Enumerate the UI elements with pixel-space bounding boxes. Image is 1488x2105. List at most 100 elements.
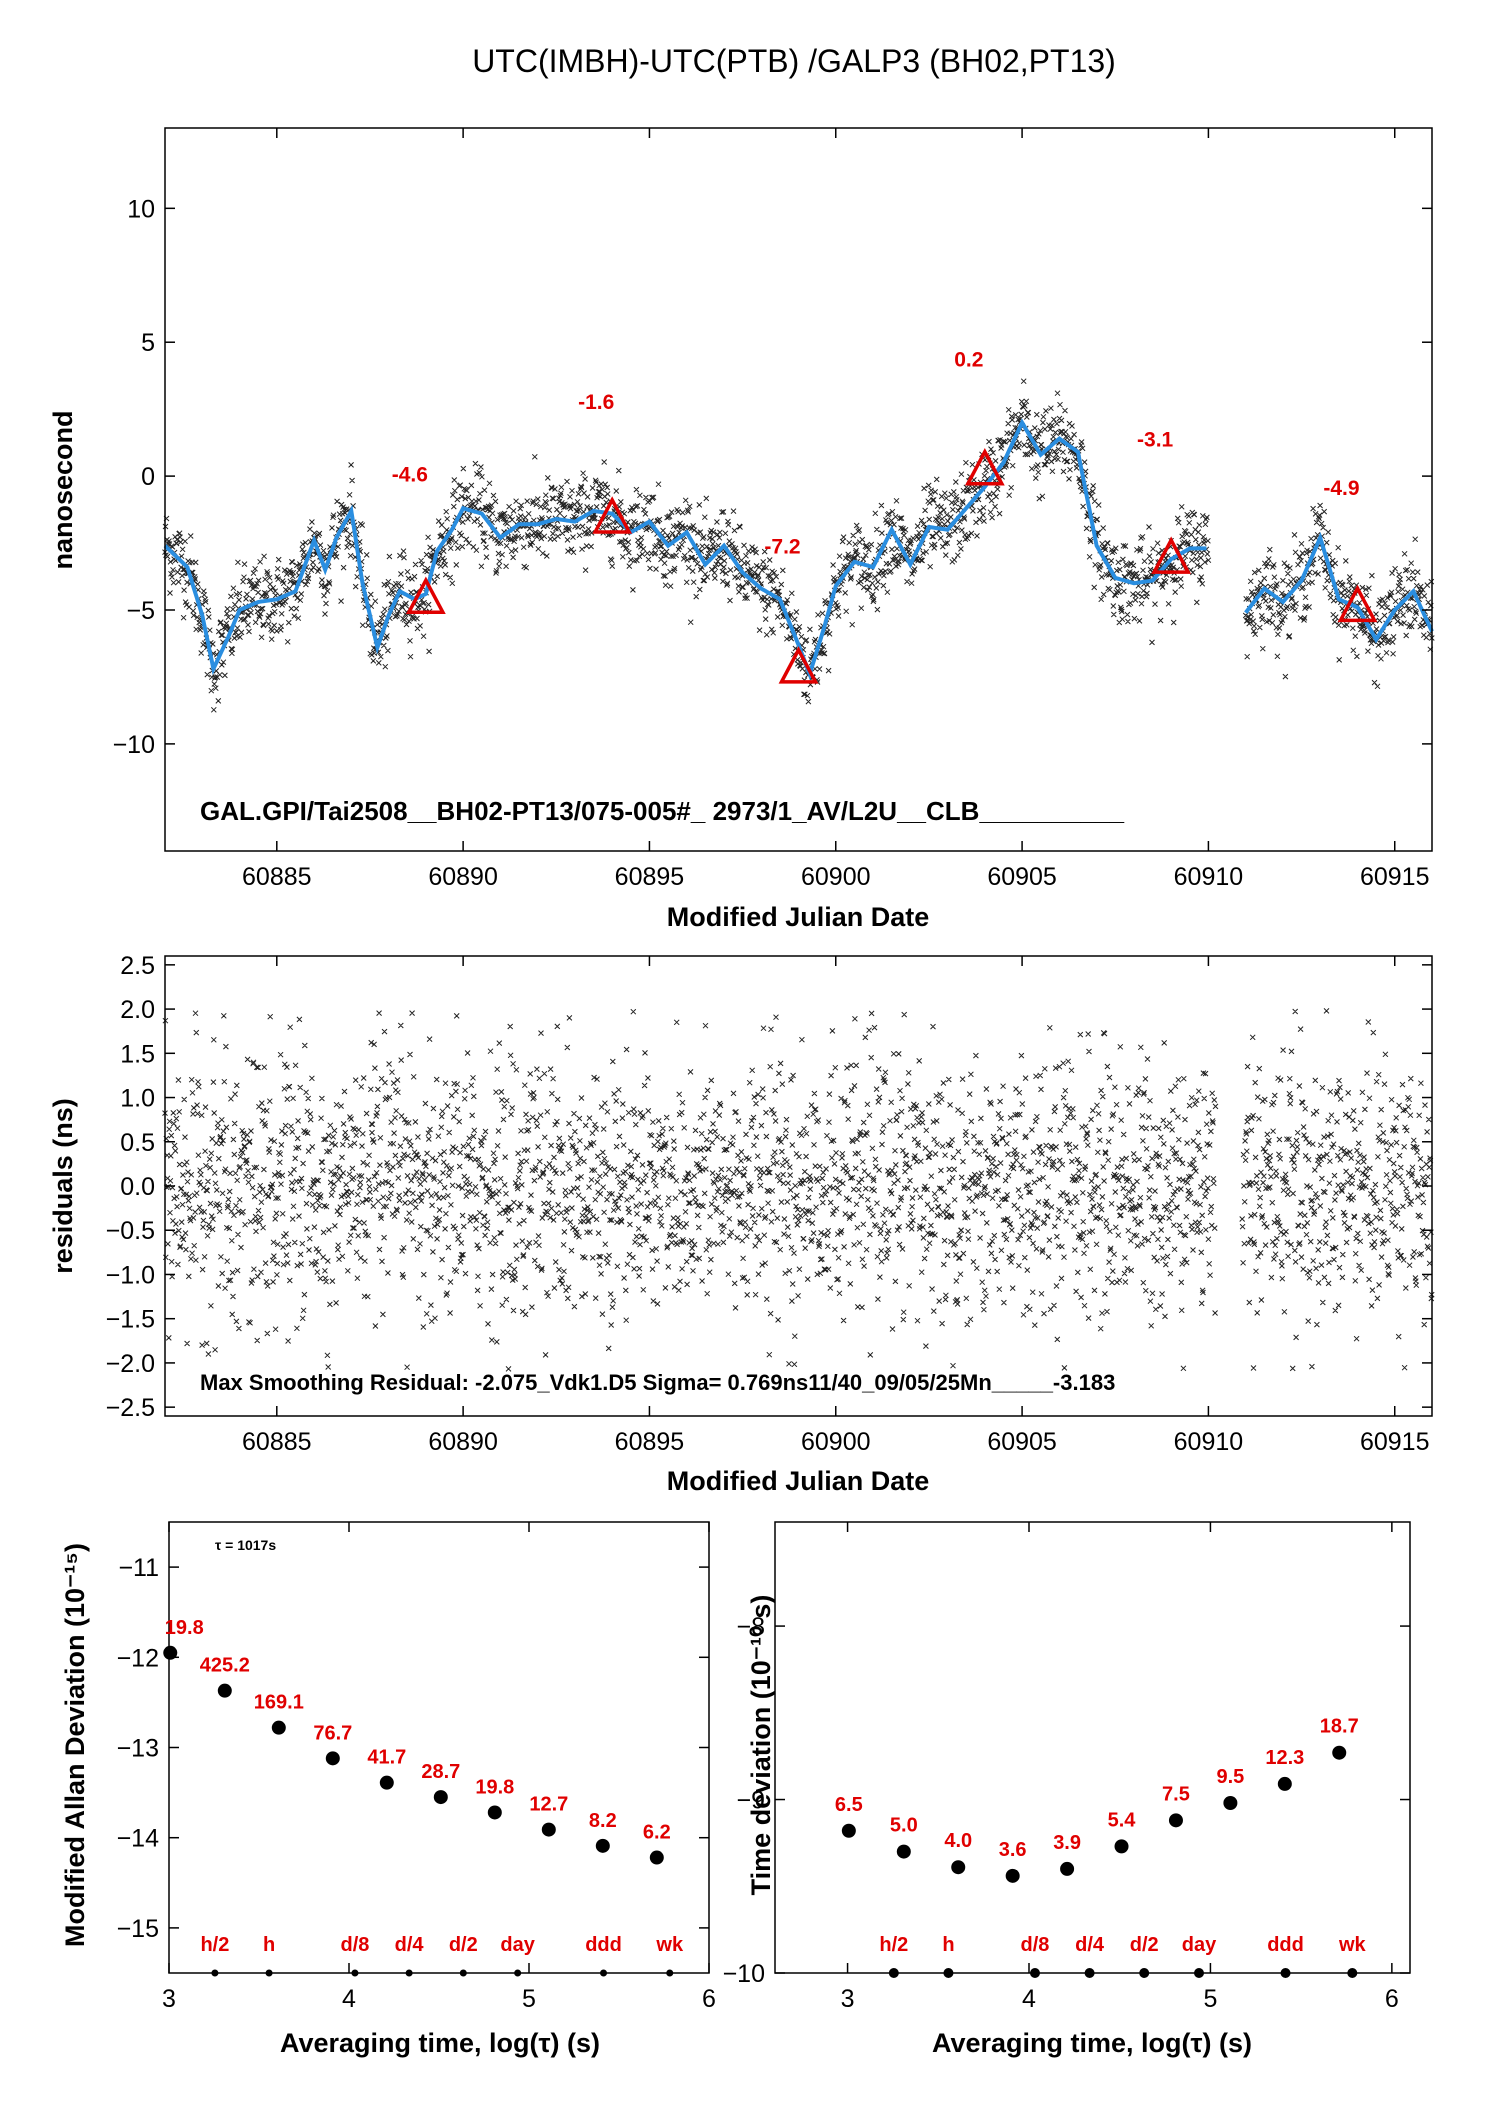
tdev-point-label: 9.5 <box>1216 1766 1244 1788</box>
tdev-point <box>1168 1813 1183 1828</box>
offset-marker-label: -7.2 <box>764 536 800 559</box>
residual-points <box>162 1008 1435 1372</box>
tdev-interval-dot <box>1347 1968 1358 1978</box>
mdev-interval-label: ddd <box>585 1934 622 1956</box>
offset-marker-triangle <box>964 448 1005 486</box>
offset-xtick-label: 60915 <box>1360 863 1430 891</box>
residuals-xlabel: Modified Julian Date <box>667 1466 930 1496</box>
offset-info-text: GAL.GPI/Tai2508__BH02-PT13/075-005#_ 297… <box>200 796 1125 826</box>
offset-marker-label: -3.1 <box>1137 429 1174 452</box>
mdev-point-label: 41.7 <box>367 1747 406 1769</box>
tdev-point <box>1005 1868 1020 1883</box>
mdev-point-label: 76.7 <box>313 1722 352 1744</box>
offset-plot-frame <box>164 127 1433 852</box>
tdev-interval-label: d/2 <box>1130 1934 1159 1956</box>
mdev-interval-label: day <box>500 1934 535 1956</box>
offset-ticks: 60885 60890 60895 60900 60905 60910 60915 −10 −5… <box>113 128 1432 891</box>
offset-ytick-label: −10 <box>113 731 155 759</box>
mdev-interval-dot <box>666 1969 674 1977</box>
offset-ylabel: nanosecond <box>48 410 78 569</box>
offset-marker-label: -4.6 <box>392 463 428 486</box>
residuals-xtick-label: 60890 <box>428 1428 498 1456</box>
tdev-interval-label: wk <box>1338 1934 1367 1956</box>
residuals-xtick-label: 60905 <box>987 1428 1057 1456</box>
tdev-interval-label: d/8 <box>1021 1934 1050 1956</box>
offset-xtick-label: 60890 <box>428 863 498 891</box>
mdev-interval-dot <box>459 1969 467 1977</box>
mdev-xtick-label: 6 <box>702 1985 716 2013</box>
mdev-ytick-label: −15 <box>117 1915 159 1943</box>
tdev-point <box>951 1860 966 1875</box>
mdev-interval-dot <box>265 1969 273 1977</box>
offset-ytick-label: 10 <box>127 195 155 223</box>
tdev-ytick-label: −10 <box>723 1960 765 1988</box>
mdev-xlabel: Averaging time, log(τ) (s) <box>280 2028 600 2058</box>
tdev-interval-dot <box>943 1968 954 1978</box>
mdev-point-label: 169.1 <box>254 1692 304 1714</box>
mdev-interval-label: d/2 <box>449 1934 478 1956</box>
mdev-point <box>163 1645 178 1660</box>
mdev-point <box>433 1790 448 1805</box>
residuals-xtick-label: 60895 <box>615 1428 685 1456</box>
offset-marker-triangle <box>592 496 633 534</box>
tdev-point-label: 5.0 <box>890 1815 918 1837</box>
residuals-ytick-label: 2.0 <box>120 996 155 1024</box>
residuals-ytick-label: −1.0 <box>106 1261 155 1289</box>
tdev-interval-markers: h/2 h d/8 d/4 d/2 day ddd wk <box>879 1934 1367 1978</box>
tdev-xtick-label: 5 <box>1203 1985 1217 2013</box>
tdev-interval-dot <box>888 1968 899 1978</box>
mdev-point <box>379 1775 394 1790</box>
tdev-interval-label: ddd <box>1267 1934 1304 1956</box>
offset-marker-label: -4.9 <box>1323 477 1359 500</box>
offset-xtick-label: 60910 <box>1174 863 1244 891</box>
offset-marker-label: -1.6 <box>578 391 614 414</box>
offset-marker-triangle <box>405 576 446 615</box>
tdev-interval-dot <box>1280 1968 1291 1978</box>
mdev-point <box>487 1805 502 1820</box>
mdev-point-label: 28.7 <box>421 1761 460 1783</box>
residuals-ytick-label: 1.0 <box>120 1085 155 1113</box>
mdev-ylabel: Modified Allan Deviation (10⁻¹⁵) <box>60 1543 90 1947</box>
residuals-ytick-label: 0.5 <box>120 1129 155 1157</box>
offset-marker-triangle <box>1337 584 1378 623</box>
offset-xtick-label: 60900 <box>801 863 871 891</box>
offset-xtick-label: 60905 <box>987 863 1057 891</box>
mdev-interval-label: h/2 <box>200 1934 229 1956</box>
offset-panel: -4.6-1.6-7.20.2-3.1-4.9 60885 60890 60895 6… <box>48 127 1435 932</box>
mdev-tau-note: τ = 1017s <box>215 1537 276 1553</box>
tdev-interval-label: day <box>1182 1934 1217 1956</box>
tdev-interval-label: h <box>942 1934 954 1956</box>
mdev-ticks: 3 4 5 6 −15 −14 −13 −12 −11 <box>117 1522 716 2013</box>
residuals-xtick-label: 60915 <box>1360 1428 1430 1456</box>
mdev-interval-label: d/4 <box>395 1934 425 1956</box>
tdev-interval-label: h/2 <box>879 1934 908 1956</box>
mdev-interval-dot <box>600 1969 608 1977</box>
mdev-xtick-label: 4 <box>342 1985 356 2013</box>
residuals-xtick-label: 60910 <box>1174 1428 1244 1456</box>
tdev-xlabel: Averaging time, log(τ) (s) <box>932 2028 1252 2058</box>
mdev-point <box>325 1751 340 1766</box>
mdev-interval-markers: h/2 h d/8 d/4 d/2 day ddd wk <box>200 1934 684 1977</box>
mdev-point-label: 425.2 <box>200 1655 250 1677</box>
residuals-ytick-label: −2.5 <box>106 1394 155 1422</box>
residuals-ylabel: residuals (ns) <box>48 1098 78 1274</box>
mdev-point <box>217 1683 232 1698</box>
residuals-ytick-label: −1.5 <box>106 1306 155 1334</box>
offset-marker-triangle <box>1151 536 1192 574</box>
mdev-point <box>541 1822 556 1837</box>
tdev-point-label: 7.5 <box>1162 1783 1190 1805</box>
mdev-ytick-label: −12 <box>117 1644 159 1672</box>
offset-xlabel: Modified Julian Date <box>667 902 930 932</box>
mdev-ytick-label: −11 <box>118 1554 159 1582</box>
tdev-point-label: 3.6 <box>999 1839 1027 1861</box>
mdev-point <box>595 1838 610 1853</box>
figure-title: UTC(IMBH)-UTC(PTB) /GALP3 (BH02,PT13) <box>472 43 1116 79</box>
mdev-plot-frame <box>168 1521 710 1974</box>
residuals-ytick-label: 0.0 <box>120 1173 155 1201</box>
residuals-ticks: 60885 60890 60895 60900 60905 60910 60915 −2.5 −… <box>106 952 1432 1456</box>
tdev-point <box>1114 1839 1129 1854</box>
tdev-plot-frame <box>774 1521 1411 1974</box>
